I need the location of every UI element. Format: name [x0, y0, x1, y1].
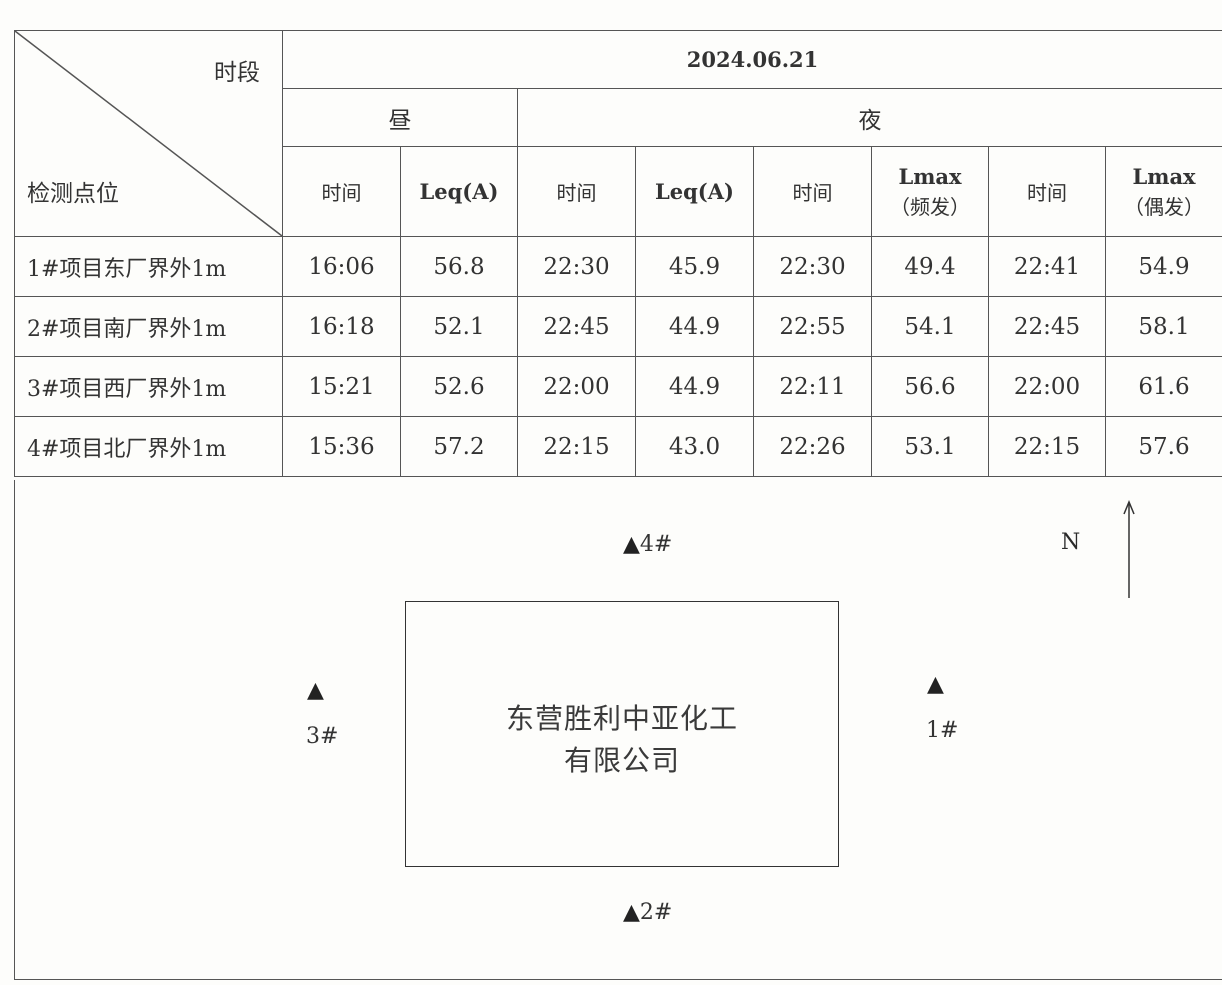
triangle-icon: ▲	[307, 678, 324, 703]
day-leq-cell: 57.2	[400, 416, 518, 477]
lmax-frequent-cell: 53.1	[871, 416, 989, 477]
point-2-label: 2#	[639, 900, 673, 925]
location-label: 检测点位	[27, 181, 119, 207]
night-time-cell: 22:00	[517, 356, 636, 417]
location-cell: 1#项目东厂界外1m	[14, 236, 283, 297]
triangle-icon: ▲	[927, 672, 944, 697]
north-arrow-icon	[1123, 500, 1135, 598]
night-time-cell: 22:41	[988, 236, 1106, 297]
lmax-occasional-cell: 54.9	[1104, 236, 1222, 297]
lmax-label: Lmax	[898, 163, 962, 189]
noise-monitoring-table: 时段 检测点位 2024.06.21 昼 夜 时间 Leq(A) 时间 Leq(…	[14, 30, 1222, 477]
lmax-occasional-cell: 57.6	[1104, 416, 1222, 477]
day-leq-cell: 52.6	[400, 356, 518, 417]
period-label: 时段	[214, 60, 260, 86]
date-header: 2024.06.21	[281, 30, 1222, 89]
col-day-time: 时间	[282, 146, 401, 237]
point-3-label: 3#	[306, 724, 339, 749]
col-lmax-frequent: Lmax （频发）	[871, 146, 989, 237]
plant-name-line-2: 有限公司	[563, 744, 680, 777]
col-night-time-1: 时间	[517, 146, 636, 237]
corner-header-cell: 时段 检测点位	[14, 30, 283, 237]
plant-name: 东营胜利中亚化工 有限公司	[406, 698, 838, 782]
occasional-label: （偶发）	[1124, 194, 1205, 219]
point-3-marker: ▲	[307, 678, 324, 703]
day-time-cell: 16:18	[282, 296, 401, 357]
night-time-cell: 22:55	[753, 296, 872, 357]
triangle-icon: ▲	[623, 532, 640, 557]
plant-name-line-1: 东营胜利中亚化工	[505, 702, 738, 735]
day-leq-cell: 52.1	[400, 296, 518, 357]
night-time-cell: 22:45	[517, 296, 636, 357]
col-lmax-occasional: Lmax （偶发）	[1104, 146, 1222, 237]
night-leq-cell: 45.9	[635, 236, 754, 297]
day-time-cell: 15:21	[282, 356, 401, 417]
col-day-leq: Leq(A)	[400, 146, 518, 237]
point-4-label: 4#	[639, 532, 673, 557]
night-time-cell: 22:30	[753, 236, 872, 297]
night-leq-cell: 44.9	[635, 296, 754, 357]
night-header: 夜	[516, 88, 1222, 147]
location-cell: 4#项目北厂界外1m	[14, 416, 283, 477]
diagonal-line	[15, 31, 282, 236]
lmax-frequent-cell: 54.1	[871, 296, 989, 357]
location-cell: 3#项目西厂界外1m	[14, 356, 283, 417]
point-1-label: 1#	[926, 718, 959, 743]
night-time-cell: 22:15	[988, 416, 1106, 477]
north-label: N	[1061, 530, 1081, 555]
lmax-occasional-cell: 58.1	[1104, 296, 1222, 357]
point-4-marker: ▲4#	[623, 532, 672, 557]
night-time-cell: 22:15	[517, 416, 636, 477]
table-row: 3#项目西厂界外1m 15:21 52.6 22:00 44.9 22:11 5…	[14, 356, 1222, 417]
night-time-cell: 22:45	[988, 296, 1106, 357]
night-time-cell: 22:26	[753, 416, 872, 477]
lmax-frequent-cell: 49.4	[871, 236, 989, 297]
lmax-label: Lmax	[1132, 163, 1196, 189]
day-header: 昼	[282, 88, 518, 147]
point-1-marker: ▲	[927, 672, 944, 697]
frequent-label: （频发）	[890, 194, 970, 219]
night-time-cell: 22:30	[517, 236, 636, 297]
table-row: 4#项目北厂界外1m 15:36 57.2 22:15 43.0 22:26 5…	[14, 416, 1222, 477]
col-night-time-3: 时间	[988, 146, 1106, 237]
table-row: 2#项目南厂界外1m 16:18 52.1 22:45 44.9 22:55 5…	[14, 296, 1222, 357]
lmax-occasional-cell: 61.6	[1104, 356, 1222, 417]
night-leq-cell: 43.0	[635, 416, 754, 477]
plant-boundary: 东营胜利中亚化工 有限公司	[405, 601, 839, 867]
col-night-time-2: 时间	[753, 146, 872, 237]
night-time-cell: 22:00	[988, 356, 1106, 417]
triangle-icon: ▲	[623, 900, 640, 925]
point-2-marker: ▲2#	[623, 900, 672, 925]
day-time-cell: 16:06	[282, 236, 401, 297]
night-leq-cell: 44.9	[635, 356, 754, 417]
table-row: 1#项目东厂界外1m 16:06 56.8 22:30 45.9 22:30 4…	[14, 236, 1222, 297]
day-time-cell: 15:36	[282, 416, 401, 477]
night-time-cell: 22:11	[753, 356, 872, 417]
location-cell: 2#项目南厂界外1m	[14, 296, 283, 357]
col-night-leq: Leq(A)	[635, 146, 754, 237]
day-leq-cell: 56.8	[400, 236, 518, 297]
site-map: ▲4# N ▲ 3# 东营胜利中亚化工 有限公司 ▲ 1# ▲2#	[14, 480, 1222, 980]
lmax-frequent-cell: 56.6	[871, 356, 989, 417]
